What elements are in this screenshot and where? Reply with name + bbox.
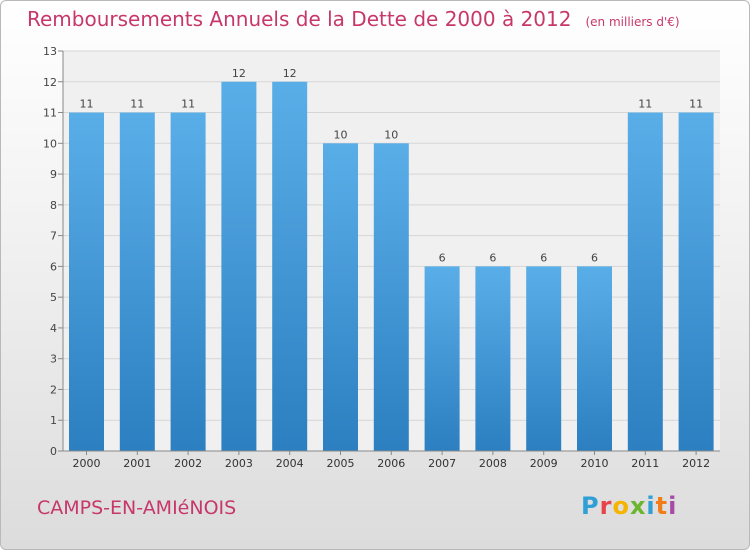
x-tick-label: 2010 xyxy=(581,457,609,470)
bar-2012 xyxy=(678,112,714,452)
chart-title-text: Remboursements Annuels de la Dette de 20… xyxy=(27,7,572,31)
x-tick-label: 2009 xyxy=(530,457,558,470)
bar-value-label: 10 xyxy=(384,128,398,141)
x-tick-label: 2000 xyxy=(73,457,101,470)
unit-label: (en milliers d'€) xyxy=(585,15,680,29)
x-tick-label: 2012 xyxy=(682,457,710,470)
bar-value-label: 11 xyxy=(638,98,652,111)
bar-value-label: 12 xyxy=(283,67,297,80)
y-tick-label: 5 xyxy=(50,291,57,304)
bar-2002 xyxy=(170,112,206,452)
x-tick-label: 2006 xyxy=(377,457,405,470)
bar-value-label: 10 xyxy=(334,128,348,141)
bar-value-label: 11 xyxy=(181,98,195,111)
bar-2001 xyxy=(119,112,155,452)
bar-value-label: 6 xyxy=(591,251,598,264)
y-tick-label: 8 xyxy=(50,199,57,212)
y-tick-label: 4 xyxy=(50,322,57,335)
bar-2004 xyxy=(272,81,308,452)
bar-value-label: 6 xyxy=(439,251,446,264)
bar-2006 xyxy=(373,143,409,452)
bar-value-label: 6 xyxy=(489,251,496,264)
x-tick-label: 2011 xyxy=(631,457,659,470)
bar-2010 xyxy=(577,266,612,451)
x-tick-label: 2004 xyxy=(276,457,304,470)
bar-2011 xyxy=(627,112,663,452)
x-tick-label: 2001 xyxy=(123,457,151,470)
x-tick-label: 2003 xyxy=(225,457,253,470)
y-tick-label: 3 xyxy=(50,353,57,366)
y-tick-label: 1 xyxy=(50,414,57,427)
y-tick-label: 7 xyxy=(50,230,57,243)
bar-value-label: 6 xyxy=(540,251,547,264)
x-tick-label: 2002 xyxy=(174,457,202,470)
y-tick-label: 12 xyxy=(43,76,57,89)
bar-2005 xyxy=(323,143,358,452)
proxiti-logo[interactable]: Proxiti xyxy=(581,492,678,520)
commune-name: CAMPS-EN-AMIéNOIS xyxy=(37,497,237,519)
y-tick-label: 2 xyxy=(50,383,57,396)
bar-value-label: 11 xyxy=(130,98,144,111)
bar-2008 xyxy=(475,266,511,451)
chart-title: Remboursements Annuels de la Dette de 20… xyxy=(27,7,680,31)
y-tick-label: 6 xyxy=(50,260,57,273)
bar-2000 xyxy=(69,112,104,452)
bar-2003 xyxy=(221,81,257,452)
bar-value-label: 12 xyxy=(232,67,246,80)
x-tick-label: 2008 xyxy=(479,457,507,470)
y-tick-label: 13 xyxy=(43,45,57,58)
bar-2009 xyxy=(526,266,562,451)
y-tick-label: 11 xyxy=(43,107,57,120)
y-tick-label: 0 xyxy=(50,445,57,458)
bar-2007 xyxy=(424,266,460,451)
bar-value-label: 11 xyxy=(689,98,703,111)
y-tick-label: 10 xyxy=(43,137,57,150)
x-tick-label: 2007 xyxy=(428,457,456,470)
y-tick-label: 9 xyxy=(50,168,57,181)
bar-value-label: 11 xyxy=(80,98,94,111)
x-tick-label: 2005 xyxy=(327,457,355,470)
